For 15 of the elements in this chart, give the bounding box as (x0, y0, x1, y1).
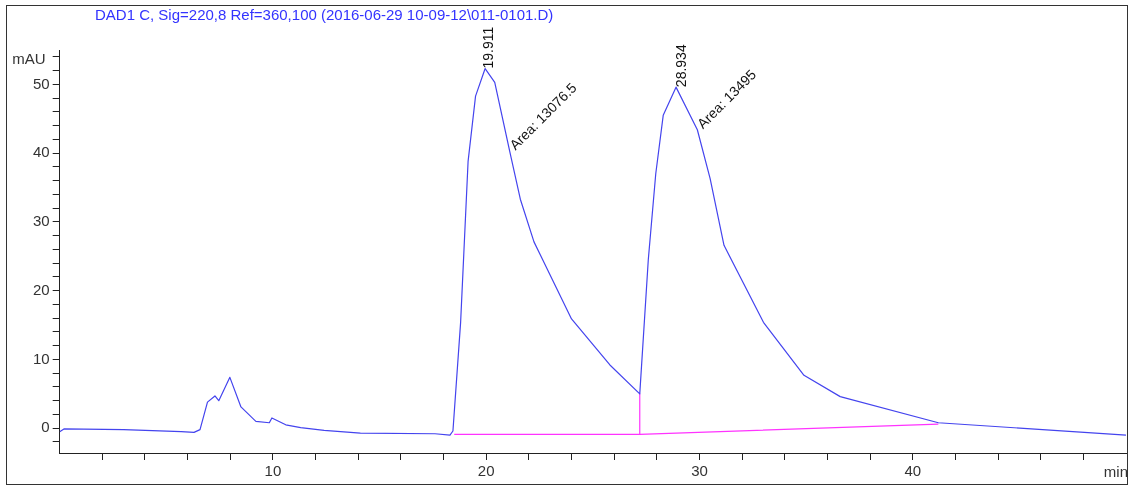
annotation: 19.911 (480, 26, 497, 69)
y-tick-label: 30 (33, 212, 50, 230)
x-tick-label: 20 (477, 462, 495, 480)
y-tick-label: 0 (41, 418, 50, 436)
y-tick-label: 10 (33, 349, 50, 367)
y-tick-label: 20 (33, 280, 50, 298)
x-tick-label: 40 (904, 462, 922, 480)
x-tick-label: 30 (691, 462, 708, 480)
x-axis-title: min (1103, 462, 1128, 480)
chart-title: DAD1 C, Sig=220,8 Ref=360,100 (2016-06-29 10-09-12\011-0101.D) (95, 5, 554, 23)
y-tick-label: 40 (33, 143, 50, 161)
y-axis-title: mAU (12, 50, 46, 68)
x-tick-label: 10 (264, 462, 282, 480)
y-tick-label: 50 (33, 74, 50, 92)
annotation: 28.934 (672, 44, 689, 88)
